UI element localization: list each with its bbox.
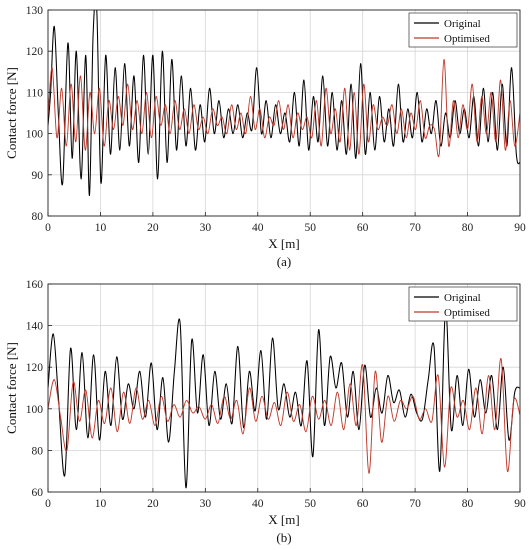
panel-label-b: (b): [276, 530, 291, 545]
y-tick-label: 130: [26, 5, 44, 17]
y-tick-label: 100: [26, 129, 44, 141]
series-layer-a: [48, 10, 520, 196]
x-tick-label: 50: [304, 222, 316, 234]
legend-b: Original Optimised: [408, 286, 518, 322]
x-tick-label: 80: [462, 498, 474, 510]
series-line-optimised: [48, 358, 520, 474]
y-tick-label: 160: [26, 279, 44, 291]
plot-frame-b: [47, 283, 521, 493]
chart-panel-b: 0 10 20 30 40 50 60 70 80 90 60 80 100 120 140 160 X [m…: [4, 279, 526, 545]
y-tick-label: 120: [26, 46, 44, 58]
panel-label-a: (a): [277, 254, 291, 269]
series-line-optimised: [48, 58, 520, 158]
y-tick-label: 140: [26, 321, 44, 333]
x-tick-label: 30: [200, 498, 212, 510]
x-tick-label: 30: [200, 222, 212, 234]
y-tick-label: 110: [26, 87, 43, 99]
y-tick-label: 80: [32, 211, 44, 223]
y-tick-label: 80: [32, 445, 44, 457]
x-tick-label: 90: [514, 222, 526, 234]
x-axis-label-a: X [m]: [268, 236, 299, 251]
x-tick-label: 20: [147, 498, 159, 510]
series-layer-b: [48, 308, 520, 489]
plot-frame-a: [47, 9, 521, 217]
x-tick-label: 40: [252, 222, 264, 234]
legend-label-optimised-a: Optimised: [444, 33, 490, 45]
legend-label-original-a: Original: [444, 18, 481, 30]
x-tick-label: 40: [252, 498, 264, 510]
x-tick-label: 50: [304, 498, 316, 510]
chart-panel-a: 0 10 20 30 40 50 60 70 80 90 80 90 100 110 120 130 X [m…: [4, 5, 526, 269]
y-tick-label: 100: [26, 404, 44, 416]
legend-label-optimised-b: Optimised: [444, 307, 490, 319]
x-tick-label: 20: [147, 222, 159, 234]
legend-box-a: [408, 12, 518, 48]
legend-box-b: [408, 286, 518, 322]
x-tick-label: 10: [95, 498, 107, 510]
series-line-original: [48, 10, 520, 196]
x-tick-label: 10: [95, 222, 107, 234]
x-tick-label: 60: [357, 498, 369, 510]
y-axis-label-a: Contact force [N]: [4, 67, 19, 159]
ticks-a: 0 10 20 30 40 50 60 70 80 90 80 90 100 110 120 130: [26, 5, 526, 234]
y-tick-label: 60: [32, 487, 44, 499]
x-tick-label: 80: [462, 222, 474, 234]
x-tick-label: 90: [514, 498, 526, 510]
y-tick-label: 90: [32, 170, 44, 182]
x-tick-label: 60: [357, 222, 369, 234]
ticks-b: 0 10 20 30 40 50 60 70 80 90 60 80 100 120 140 160: [26, 279, 526, 510]
series-line-original: [48, 308, 520, 489]
x-tick-label: 0: [45, 498, 51, 510]
x-axis-label-b: X [m]: [268, 512, 299, 527]
legend-label-original-b: Original: [444, 292, 481, 304]
legend-a: Original Optimised: [408, 12, 518, 48]
x-tick-label: 70: [409, 222, 421, 234]
x-tick-label: 0: [45, 222, 51, 234]
x-tick-label: 70: [409, 498, 421, 510]
y-tick-label: 120: [26, 362, 44, 374]
y-axis-label-b: Contact force [N]: [4, 342, 19, 434]
